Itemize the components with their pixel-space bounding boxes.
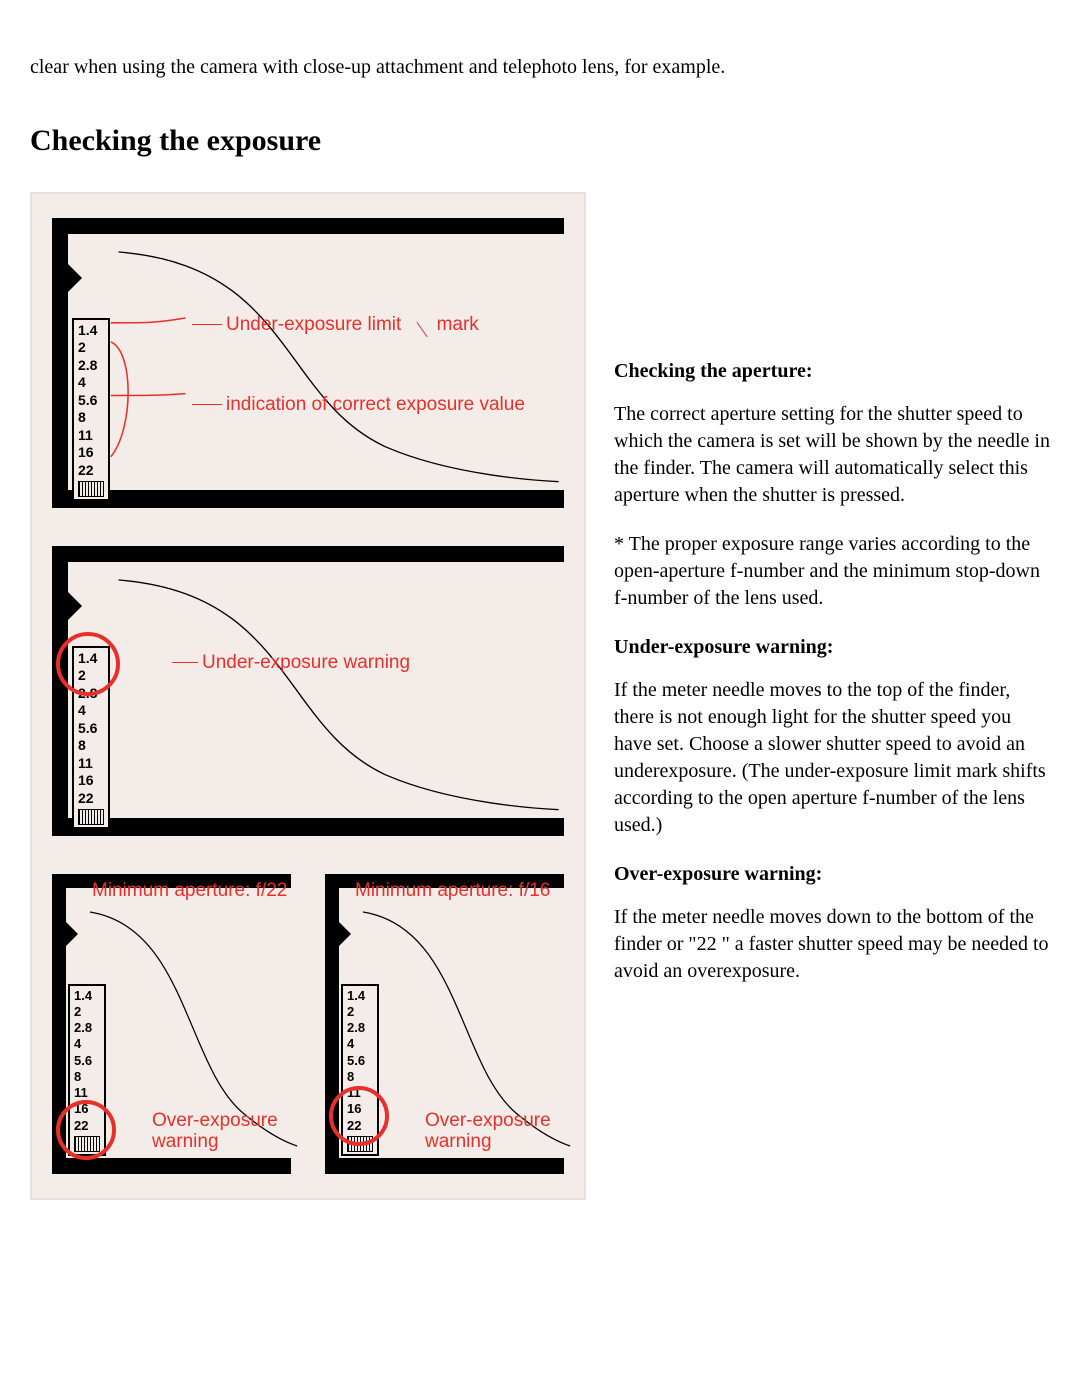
subhead-over: Over-exposure warning: — [614, 861, 1050, 888]
panel-under-exposure: 1.4 2 2.8 4 5.6 8 11 16 22 Under-exposur… — [42, 536, 574, 846]
callout-under-warning: Under-exposure warning — [172, 650, 410, 676]
warning-circle-icon — [329, 1086, 389, 1146]
subhead-under: Under-exposure warning: — [614, 634, 1050, 661]
viewfinder-frame — [52, 218, 564, 508]
content-columns: 1.4 2 2.8 4 5.6 8 11 16 22 Under-exposur… — [30, 192, 1050, 1200]
para-aperture: The correct aperture setting for the shu… — [614, 401, 1050, 509]
pointer-icon — [329, 912, 351, 956]
aperture-scale: 1.4 2 2.8 4 5.6 8 11 16 22 — [72, 318, 110, 502]
para-under: If the meter needle moves to the top of … — [614, 677, 1050, 839]
panel-mini-title: Minimum aperture: f/16 — [355, 878, 550, 904]
callout-correct-value: indication of correct exposure value — [192, 392, 525, 418]
warning-circle-icon — [56, 632, 120, 696]
panel-correct-exposure: 1.4 2 2.8 4 5.6 8 11 16 22 Under-exposur… — [42, 208, 574, 518]
para-note: * The proper exposure range varies accor… — [614, 531, 1050, 612]
callout-under-limit: Under-exposure limit mark — [192, 312, 479, 338]
pointer-icon — [56, 912, 78, 956]
pointer-icon — [56, 252, 82, 304]
panel-over-exposure-row: Minimum aperture: f/22 1.4 2 2.8 4 5.6 8… — [42, 864, 574, 1184]
subhead-aperture: Checking the aperture: — [614, 358, 1050, 385]
panel-over-f22: Minimum aperture: f/22 1.4 2 2.8 4 5.6 8… — [42, 864, 301, 1184]
viewfinder-frame — [52, 546, 564, 836]
pointer-icon — [56, 580, 82, 632]
intro-text: clear when using the camera with close-u… — [30, 54, 1050, 81]
callout-over-warning: Over-exposure warning — [425, 1110, 555, 1154]
hatched-icon — [78, 481, 104, 497]
para-over: If the meter needle moves down to the bo… — [614, 904, 1050, 985]
warning-circle-icon — [56, 1100, 116, 1160]
hatched-icon — [78, 809, 104, 825]
callout-over-warning: Over-exposure warning — [152, 1110, 282, 1154]
exposure-figure: 1.4 2 2.8 4 5.6 8 11 16 22 Under-exposur… — [30, 192, 586, 1200]
text-column: Checking the aperture: The correct apert… — [614, 192, 1050, 1007]
section-heading: Checking the exposure — [30, 121, 1050, 162]
panel-over-f16: Minimum aperture: f/16 1.4 2 2.8 4 5.6 8… — [315, 864, 574, 1184]
panel-mini-title: Minimum aperture: f/22 — [92, 878, 287, 904]
